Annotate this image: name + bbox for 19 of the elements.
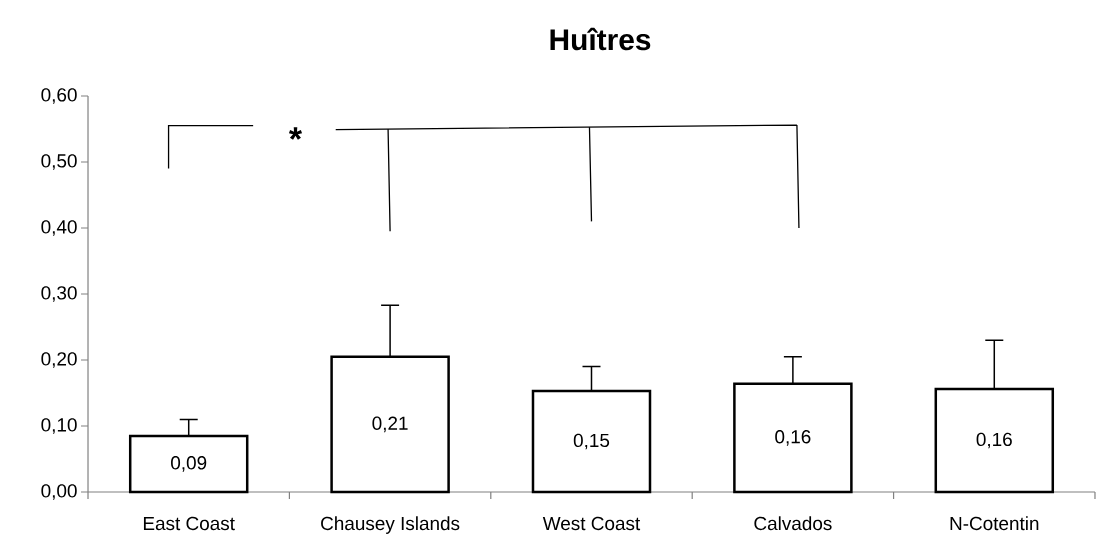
y-tick-label: 0,00	[41, 484, 77, 500]
x-tick-label: N-Cotentin	[950, 516, 1039, 531]
x-tick-label: Calvados	[754, 516, 832, 531]
data-label: 0,15	[573, 433, 610, 450]
x-tick-label: East Coast	[143, 516, 235, 531]
y-tick-label: 0,40	[41, 220, 77, 236]
data-label: 0,21	[372, 416, 408, 433]
y-tick-label: 0,50	[41, 154, 77, 170]
y-tick-label: 0,10	[41, 418, 77, 434]
y-tick-label: 0,20	[41, 352, 77, 368]
x-tick-label: West Coast	[542, 516, 641, 531]
y-tick-label: 0,30	[41, 286, 77, 302]
y-tick-label: 0,60	[41, 88, 77, 104]
data-label: 0,09	[171, 456, 207, 472]
annotation: *	[288, 127, 303, 140]
x-tick-label: Chausey Islands	[321, 516, 460, 534]
data-label: 0,16	[976, 432, 1012, 449]
data-label: 0,16	[775, 430, 811, 446]
chart-title: Huîtres	[550, 27, 651, 51]
